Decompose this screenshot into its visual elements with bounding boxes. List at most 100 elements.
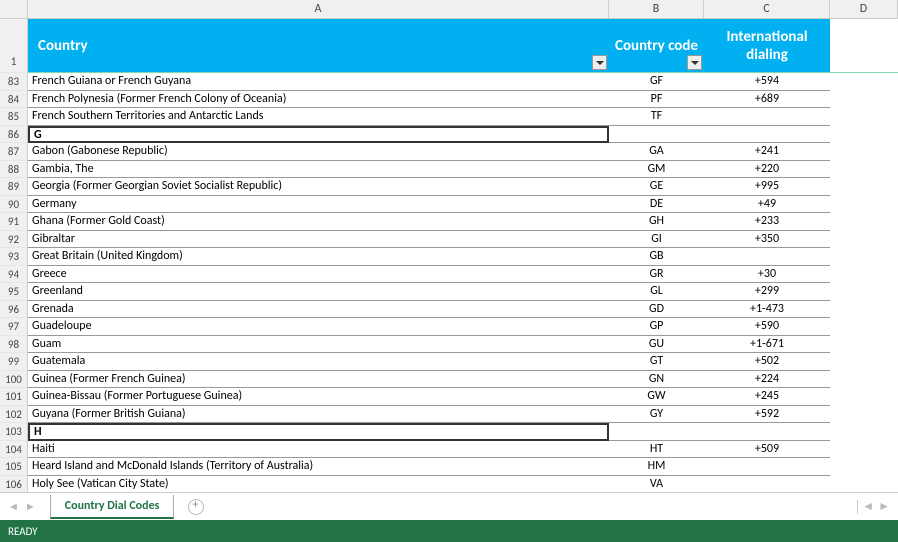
- cell-dial[interactable]: [704, 476, 830, 493]
- cell-empty[interactable]: [830, 283, 898, 301]
- cell-empty[interactable]: [830, 266, 898, 284]
- row-header[interactable]: 89: [0, 178, 28, 196]
- row-header[interactable]: 1: [0, 19, 28, 73]
- cell-empty[interactable]: [830, 91, 898, 109]
- cell-empty[interactable]: [830, 353, 898, 371]
- cell-dial[interactable]: [704, 248, 830, 266]
- cell-dial[interactable]: [704, 126, 830, 144]
- row-header[interactable]: 87: [0, 143, 28, 161]
- row-header[interactable]: 88: [0, 161, 28, 179]
- cell-empty[interactable]: [830, 318, 898, 336]
- tab-nav-arrows[interactable]: ◄ ►: [8, 500, 36, 513]
- col-header-B[interactable]: B: [609, 0, 704, 18]
- chevron-right-icon[interactable]: ►: [25, 500, 36, 513]
- row-header[interactable]: 90: [0, 196, 28, 214]
- cell-code[interactable]: GF: [609, 73, 704, 91]
- cell-country[interactable]: Guinea-Bissau (Former Portuguese Guinea): [28, 388, 609, 406]
- cell-dial[interactable]: +592: [704, 406, 830, 424]
- cell-empty[interactable]: [830, 248, 898, 266]
- sheet-tab-active[interactable]: Country Dial Codes: [50, 495, 175, 519]
- cell-code[interactable]: DE: [609, 196, 704, 214]
- cell-empty[interactable]: [830, 388, 898, 406]
- cell-country[interactable]: Gambia, The: [28, 161, 609, 179]
- cell-code[interactable]: GM: [609, 161, 704, 179]
- worksheet-grid[interactable]: 1 Country Country code International dia…: [0, 19, 898, 492]
- cell-country[interactable]: Haiti: [28, 441, 609, 459]
- cell-dial[interactable]: +241: [704, 143, 830, 161]
- cell-empty[interactable]: [830, 476, 898, 493]
- chevron-left-icon[interactable]: ◄: [862, 499, 874, 514]
- cell-country[interactable]: Germany: [28, 196, 609, 214]
- cell-country[interactable]: Guyana (Former British Guiana): [28, 406, 609, 424]
- cell-dial[interactable]: +594: [704, 73, 830, 91]
- cell-empty[interactable]: [830, 371, 898, 389]
- header-code[interactable]: Country code: [609, 19, 704, 73]
- filter-dropdown-icon[interactable]: [592, 55, 607, 70]
- cell-country[interactable]: Grenada: [28, 301, 609, 319]
- cell-code[interactable]: GI: [609, 231, 704, 249]
- cell-empty[interactable]: [830, 301, 898, 319]
- cell-code[interactable]: TF: [609, 108, 704, 126]
- cell-empty[interactable]: [830, 213, 898, 231]
- cell-code[interactable]: GA: [609, 143, 704, 161]
- col-header-C[interactable]: C: [704, 0, 830, 18]
- cell-dial[interactable]: +30: [704, 266, 830, 284]
- cell-empty[interactable]: [830, 441, 898, 459]
- cell-empty[interactable]: [830, 458, 898, 476]
- cell-code[interactable]: GW: [609, 388, 704, 406]
- cell-code[interactable]: GR: [609, 266, 704, 284]
- cell-code[interactable]: GE: [609, 178, 704, 196]
- cell-empty[interactable]: [830, 406, 898, 424]
- cell-dial[interactable]: +689: [704, 91, 830, 109]
- cell-dial[interactable]: +995: [704, 178, 830, 196]
- cell-code[interactable]: PF: [609, 91, 704, 109]
- cell-code[interactable]: GH: [609, 213, 704, 231]
- cell-dial[interactable]: [704, 108, 830, 126]
- row-header[interactable]: 96: [0, 301, 28, 319]
- cell-code[interactable]: [609, 423, 704, 441]
- cell-dial[interactable]: [704, 458, 830, 476]
- row-header[interactable]: 93: [0, 248, 28, 266]
- cell-empty[interactable]: [830, 196, 898, 214]
- cell-country[interactable]: Greenland: [28, 283, 609, 301]
- cell-dial[interactable]: [704, 423, 830, 441]
- col-header-D[interactable]: D: [830, 0, 898, 18]
- row-header[interactable]: 100: [0, 371, 28, 389]
- row-header[interactable]: 97: [0, 318, 28, 336]
- cell-country[interactable]: Guadeloupe: [28, 318, 609, 336]
- cell-empty[interactable]: [830, 178, 898, 196]
- select-all-corner[interactable]: [0, 0, 28, 18]
- cell-country[interactable]: Guatemala: [28, 353, 609, 371]
- cell-empty[interactable]: [830, 143, 898, 161]
- cell-country[interactable]: Holy See (Vatican City State): [28, 476, 609, 493]
- cell-dial[interactable]: +49: [704, 196, 830, 214]
- chevron-right-icon[interactable]: ►: [878, 499, 890, 514]
- cell-code[interactable]: GD: [609, 301, 704, 319]
- row-header[interactable]: 105: [0, 458, 28, 476]
- cell-country[interactable]: Gabon (Gabonese Republic): [28, 143, 609, 161]
- cell-country[interactable]: G: [28, 126, 609, 144]
- cell-dial[interactable]: +233: [704, 213, 830, 231]
- row-header[interactable]: 104: [0, 441, 28, 459]
- cell-empty[interactable]: [830, 423, 898, 441]
- row-header[interactable]: 91: [0, 213, 28, 231]
- cell-country[interactable]: Guinea (Former French Guinea): [28, 371, 609, 389]
- cell-country[interactable]: Greece: [28, 266, 609, 284]
- row-header[interactable]: 85: [0, 108, 28, 126]
- row-header[interactable]: 83: [0, 73, 28, 91]
- cell-country[interactable]: Georgia (Former Georgian Soviet Socialis…: [28, 178, 609, 196]
- cell-code[interactable]: GB: [609, 248, 704, 266]
- cell-code[interactable]: [609, 126, 704, 144]
- cell-code[interactable]: GN: [609, 371, 704, 389]
- header-country[interactable]: Country: [28, 19, 609, 73]
- cell-country[interactable]: Heard Island and McDonald Islands (Terri…: [28, 458, 609, 476]
- cell-country[interactable]: French Guiana or French Guyana: [28, 73, 609, 91]
- cell-code[interactable]: GP: [609, 318, 704, 336]
- cell-country[interactable]: French Southern Territories and Antarcti…: [28, 108, 609, 126]
- cell-code[interactable]: HT: [609, 441, 704, 459]
- row-header[interactable]: 106: [0, 476, 28, 493]
- row-header[interactable]: 92: [0, 231, 28, 249]
- cell-code[interactable]: GL: [609, 283, 704, 301]
- cell-dial[interactable]: +590: [704, 318, 830, 336]
- cell-country[interactable]: H: [28, 423, 609, 441]
